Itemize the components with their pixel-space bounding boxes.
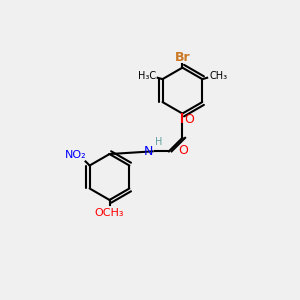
Text: H₃C: H₃C xyxy=(138,71,156,81)
Text: O: O xyxy=(178,143,188,157)
Text: Br: Br xyxy=(175,51,190,64)
Text: OCH₃: OCH₃ xyxy=(95,208,124,218)
Text: H: H xyxy=(155,137,162,147)
Text: O: O xyxy=(184,113,194,126)
Text: NO₂: NO₂ xyxy=(65,150,87,160)
Text: CH₃: CH₃ xyxy=(209,71,227,81)
Text: N: N xyxy=(144,145,153,158)
